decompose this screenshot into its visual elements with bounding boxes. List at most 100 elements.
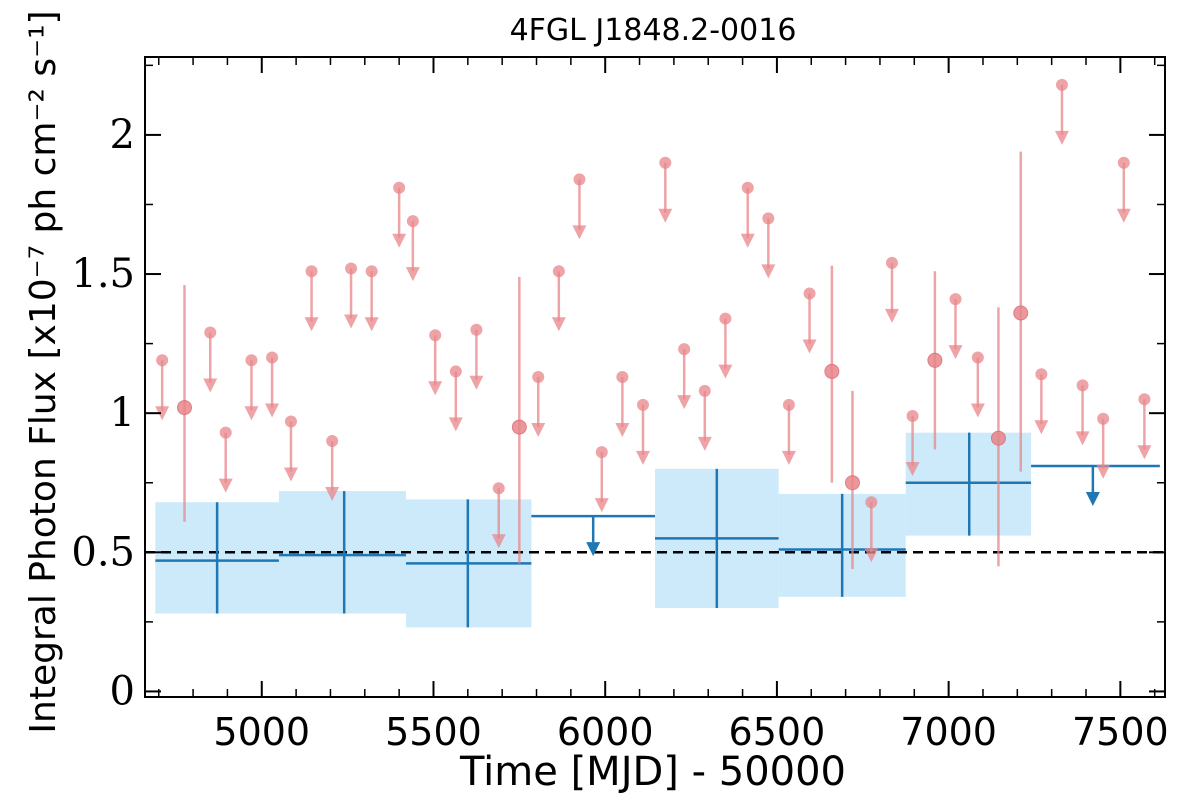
fine-upper-limit-point — [365, 265, 378, 278]
plot-area — [145, 78, 1165, 628]
fine-upper-limit-arrow — [1075, 431, 1090, 446]
fine-upper-limit-point — [470, 323, 483, 336]
fine-upper-limit-point — [865, 496, 878, 509]
fine-upper-limit-arrow — [761, 264, 776, 279]
y-tick-label: 2 — [110, 112, 135, 158]
fine-upper-limit-point — [1097, 412, 1110, 425]
x-tick-label: 5000 — [213, 710, 310, 754]
fine-upper-limit-arrow — [551, 317, 566, 332]
fine-detection-point — [844, 475, 860, 491]
fine-upper-limit-arrow — [905, 461, 920, 476]
fine-upper-limit-arrow — [697, 436, 712, 451]
fine-upper-limit-arrow — [615, 423, 630, 437]
fine-upper-limit-arrow — [948, 345, 963, 360]
fine-upper-limit-arrow — [448, 417, 463, 432]
coarse-upper-limit-arrow — [586, 542, 601, 557]
fine-upper-limit-point — [595, 446, 608, 459]
fine-upper-limit-arrow — [802, 339, 817, 354]
fine-upper-limit-point — [1076, 379, 1089, 392]
fine-upper-limit-point — [616, 371, 629, 383]
y-tick-label: 0.5 — [71, 529, 135, 575]
fine-upper-limit-arrow — [864, 548, 879, 563]
fine-upper-limit-point — [803, 287, 816, 300]
fine-upper-limit-arrow — [531, 423, 546, 437]
fine-upper-limit-point — [406, 215, 419, 228]
fine-upper-limit-point — [219, 426, 232, 439]
axis-ticks: 5000 5500 6000 6500 7000 7500 0 0.5 1 1.5 2 — [71, 56, 1169, 754]
fine-upper-limit-arrow — [658, 208, 673, 223]
fine-upper-limit-arrow — [572, 225, 587, 240]
x-axis-label: Time [MJD] - 50000 — [459, 749, 846, 795]
fine-upper-limit-point — [204, 326, 217, 339]
fine-detection-point — [990, 430, 1006, 446]
fine-upper-limit-arrow — [1034, 420, 1049, 435]
fine-upper-limit-point — [1117, 156, 1130, 169]
fine-upper-limit-point — [971, 351, 984, 364]
fine-upper-limit-arrow — [428, 381, 443, 396]
fine-upper-limit-point — [741, 181, 754, 194]
fine-upper-limit-arrow — [635, 450, 650, 465]
fine-upper-limit-arrow — [740, 233, 755, 248]
x-tick-label: 6000 — [557, 710, 654, 754]
plot-frame — [144, 56, 1166, 698]
fine-upper-limit-arrow — [1096, 464, 1111, 479]
x-tick-label: 7500 — [1072, 710, 1169, 754]
y-tick-label: 1 — [110, 390, 135, 436]
fine-upper-limit-point — [1138, 393, 1151, 406]
fine-upper-limit-point — [698, 384, 711, 397]
fine-upper-limit-point — [885, 256, 898, 269]
fine-upper-limit-arrow — [718, 364, 733, 379]
fine-upper-limit-point — [782, 398, 795, 411]
fine-upper-limit-point — [245, 354, 258, 367]
fine-upper-limit-arrow — [677, 395, 692, 410]
fine-upper-limit-arrow — [884, 308, 899, 323]
fine-detection-point — [927, 352, 943, 368]
fine-upper-limit-arrow — [218, 478, 233, 493]
fine-upper-limit-point — [719, 312, 732, 325]
fine-upper-limit-point — [659, 156, 672, 169]
fine-upper-limit-arrow — [970, 403, 985, 418]
fine-upper-limit-arrow — [155, 406, 170, 421]
fine-detection-point — [824, 363, 840, 379]
chart-title: 4FGL J1848.2-0016 — [510, 13, 797, 48]
fine-upper-limit-point — [492, 482, 505, 495]
x-tick-label: 6500 — [729, 710, 826, 754]
fine-upper-limit-point — [552, 265, 565, 278]
fine-upper-limit-point — [636, 398, 649, 411]
y-axis-label: Integral Photon Flux [x10⁻⁷ ph cm⁻² s⁻¹] — [23, 10, 64, 733]
fine-upper-limit-arrow — [364, 317, 379, 332]
fine-upper-limit-point — [393, 181, 406, 194]
fine-detection-point — [176, 400, 192, 416]
fine-upper-limit-arrow — [594, 498, 609, 513]
fine-upper-limit-point — [1035, 368, 1048, 381]
fine-upper-limit-point — [429, 329, 442, 342]
fine-upper-limit-point — [266, 351, 279, 364]
fine-upper-limit-point — [449, 365, 462, 378]
fine-detection-point — [511, 419, 527, 435]
x-tick-label: 5500 — [385, 710, 482, 754]
fine-upper-limit-point — [573, 173, 586, 186]
fine-upper-limit-arrow — [344, 314, 359, 329]
fine-upper-limit-arrow — [392, 233, 407, 248]
fine-upper-limit-arrow — [283, 467, 298, 482]
y-tick-label: 0 — [110, 668, 135, 714]
fine-upper-limit-arrow — [325, 487, 340, 501]
fine-upper-limit-point — [949, 293, 962, 306]
fine-upper-limit-arrow — [405, 267, 420, 282]
fine-upper-limit-point — [532, 371, 545, 383]
fine-upper-limit-point — [678, 343, 691, 356]
fine-upper-limit-arrow — [1116, 208, 1131, 223]
fine-upper-limit-point — [345, 262, 358, 275]
fine-detection-point — [1013, 305, 1029, 321]
fine-upper-limit-point — [326, 435, 339, 447]
x-tick-label: 7000 — [900, 710, 997, 754]
fine-upper-limit-arrow — [469, 375, 484, 390]
y-tick-label: 1.5 — [71, 251, 135, 297]
fine-upper-limit-point — [906, 409, 919, 422]
fine-upper-limit-arrow — [244, 406, 259, 421]
fine-upper-limit-arrow — [304, 317, 319, 332]
fine-upper-limit-point — [156, 354, 169, 367]
fine-upper-limit-arrow — [1137, 445, 1152, 460]
fine-upper-limit-arrow — [1054, 130, 1069, 145]
